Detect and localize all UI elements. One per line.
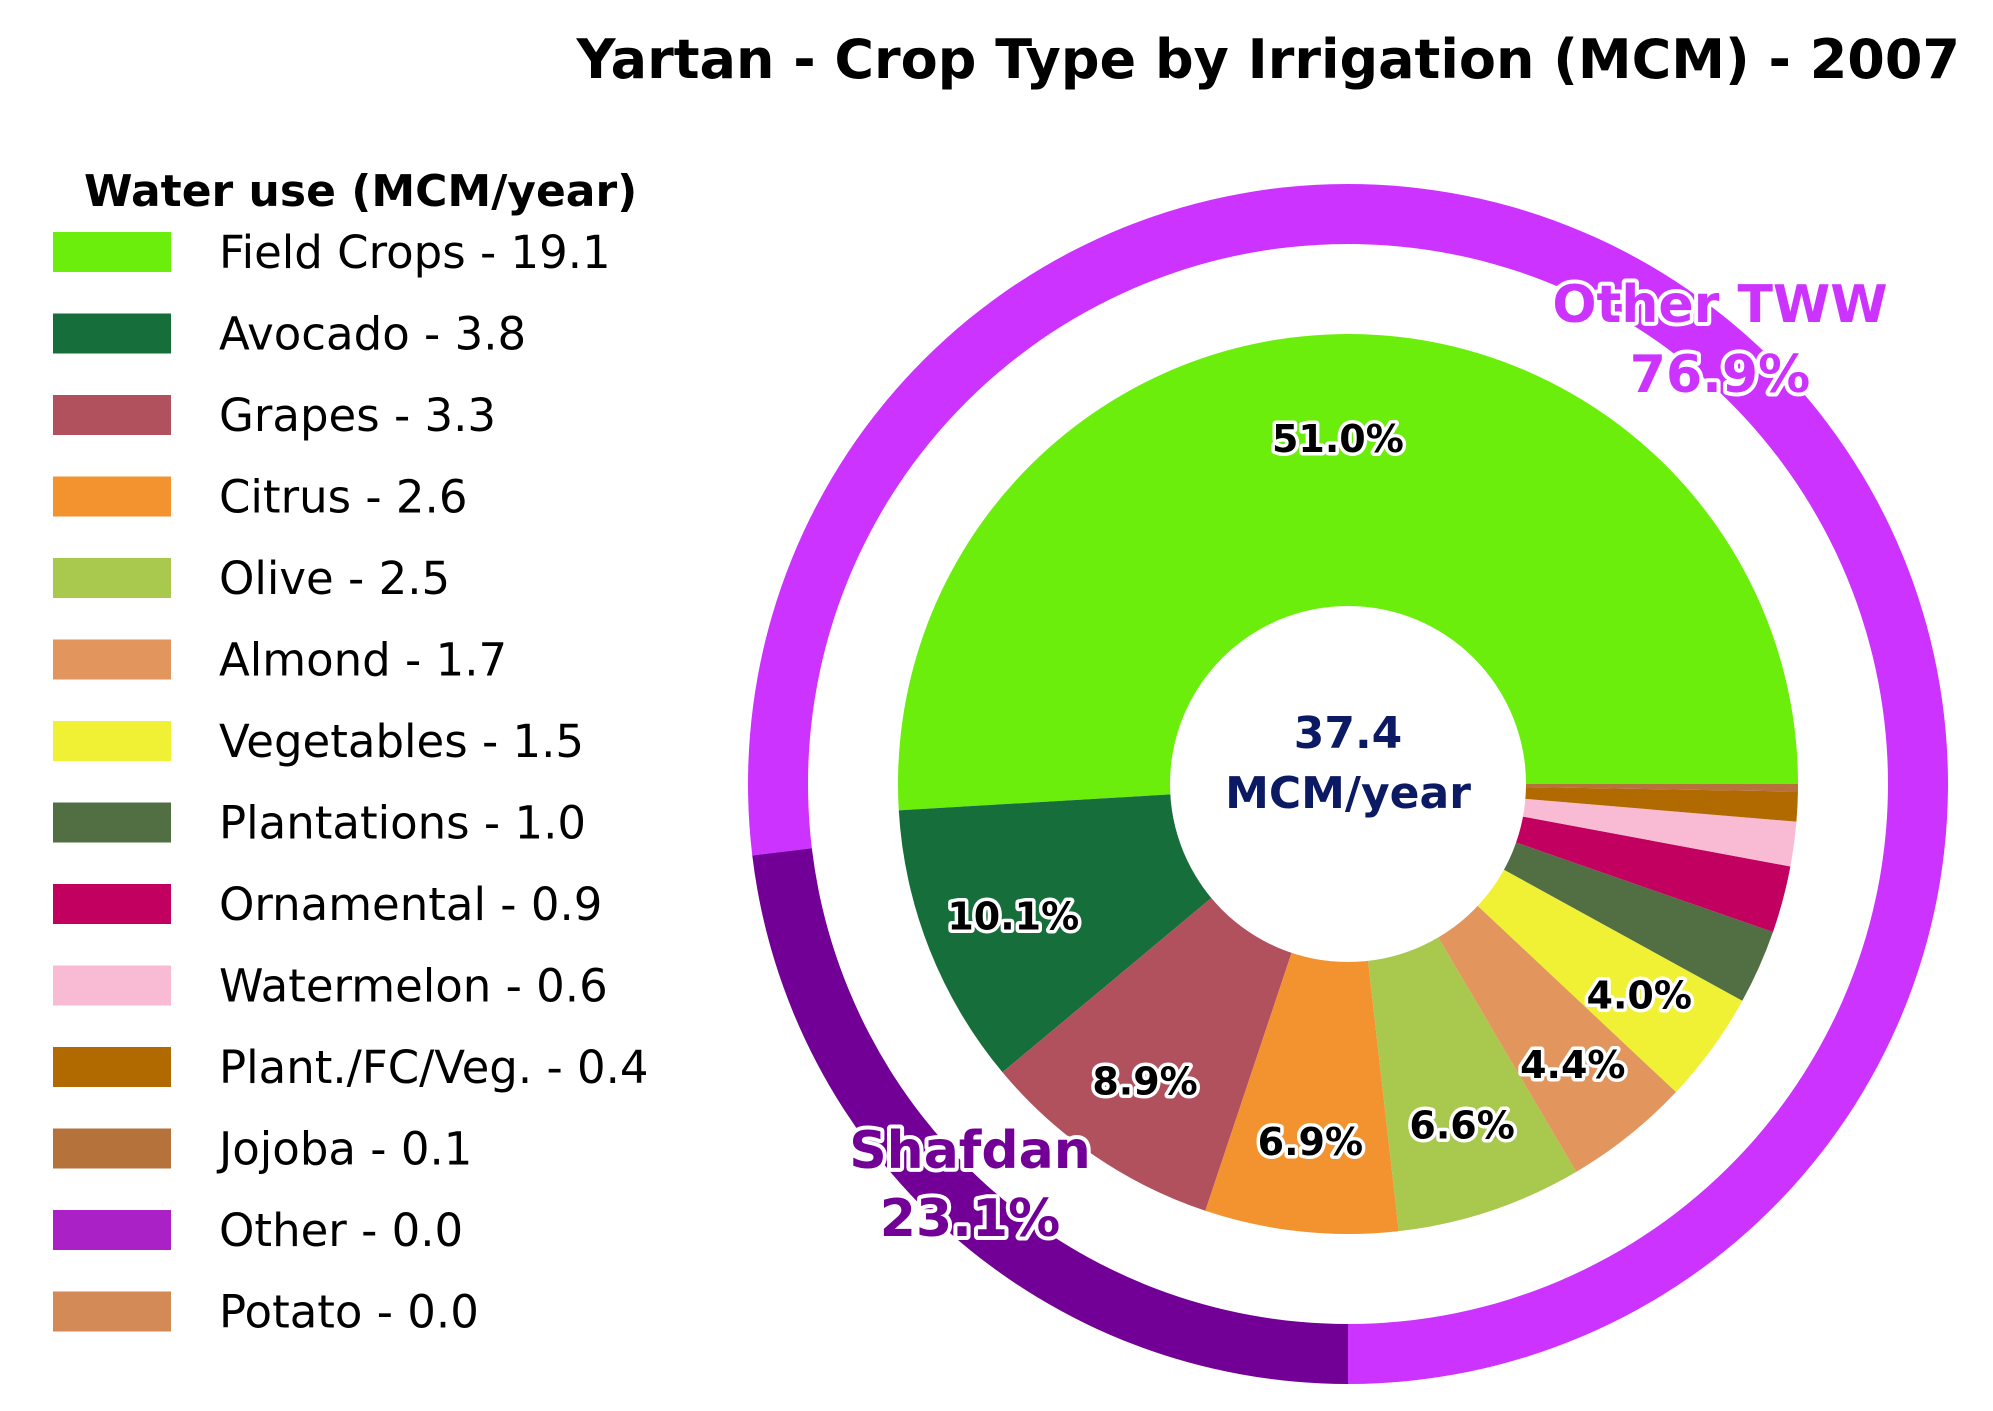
legend-title: Water use (MCM/year) [84, 166, 637, 217]
legend-swatch-vegetables [53, 721, 171, 761]
ring-label-other-tww-pct: 76.9% [1630, 345, 1810, 405]
legend-label-potato: Potato - 0.0 [219, 1286, 479, 1339]
legend-label-plant-fc-veg: Plant./FC/Veg. - 0.4 [219, 1041, 649, 1094]
legend-label-plantations: Plantations - 1.0 [219, 797, 586, 850]
ring-label-shafdan-name: Shafdan [849, 1121, 1091, 1181]
legend-label-jojoba: Jojoba - 0.1 [216, 1123, 472, 1176]
legend-item-ornamental: Ornamental - 0.9 [53, 878, 602, 931]
legend-item-field-crops: Field Crops - 19.1 [53, 226, 611, 279]
legend: Field Crops - 19.1 Avocado - 3.8 Grapes - … [53, 226, 649, 1339]
legend-item-vegetables: Vegetables - 1.5 [53, 715, 584, 768]
legend-swatch-olive [53, 558, 171, 598]
legend-swatch-avocado [53, 313, 171, 354]
legend-item-plantations: Plantations - 1.0 [53, 797, 586, 850]
pct-label-avocado: 10.1% [947, 895, 1079, 939]
legend-swatch-jojoba [53, 1128, 171, 1169]
legend-swatch-watermelon [53, 965, 171, 1006]
legend-item-watermelon: Watermelon - 0.6 [53, 960, 608, 1013]
center-hole [1170, 606, 1526, 962]
legend-item-potato: Potato - 0.0 [53, 1286, 479, 1339]
pct-label-grapes: 8.9% [1092, 1059, 1197, 1103]
ring-segment-shafdan [752, 848, 1348, 1384]
legend-label-citrus: Citrus - 2.6 [219, 471, 467, 524]
ring-label-other-tww-name: Other TWW [1552, 275, 1887, 335]
legend-item-plant-fc-veg: Plant./FC/Veg. - 0.4 [53, 1041, 649, 1094]
legend-swatch-ornamental [53, 884, 171, 924]
legend-label-other: Other - 0.0 [219, 1204, 463, 1257]
chart-title: Yartan - Crop Type by Irrigation (MCM) -… [576, 28, 1961, 91]
ring-labels: Other TWW 76.9% Shafdan 23.1% [845, 271, 1891, 1253]
legend-swatch-citrus [53, 476, 171, 517]
legend-swatch-field-crops [53, 232, 171, 272]
outer-ring [747, 183, 1948, 1385]
pct-label-field-crops: 51.0% [1272, 417, 1404, 461]
center-total-unit: MCM/year [1225, 768, 1471, 819]
legend-item-jojoba: Jojoba - 0.1 [53, 1123, 472, 1176]
legend-label-vegetables: Vegetables - 1.5 [219, 715, 584, 768]
legend-swatch-potato [53, 1291, 171, 1332]
pct-label-vegetables: 4.0% [1587, 974, 1692, 1018]
legend-label-almond: Almond - 1.7 [219, 634, 507, 687]
legend-item-olive: Olive - 2.5 [53, 552, 450, 605]
legend-swatch-other [53, 1210, 171, 1250]
pct-label-almond: 4.4% [1520, 1043, 1625, 1087]
legend-item-citrus: Citrus - 2.6 [53, 471, 467, 524]
legend-swatch-plantations [53, 802, 171, 843]
ring-label-shafdan-pct: 23.1% [880, 1189, 1060, 1249]
legend-swatch-grapes [53, 395, 171, 435]
percentage-labels: 51.0% 10.1% 8.9% 6.9% 6.6%4.4% 4.0% [944, 414, 1696, 1168]
legend-label-watermelon: Watermelon - 0.6 [219, 960, 608, 1013]
legend-label-ornamental: Ornamental - 0.9 [219, 878, 602, 931]
legend-swatch-almond [53, 639, 171, 680]
legend-item-grapes: Grapes - 3.3 [53, 389, 496, 442]
legend-item-other: Other - 0.0 [53, 1204, 463, 1257]
legend-label-olive: Olive - 2.5 [219, 552, 450, 605]
legend-label-avocado: Avocado - 3.8 [219, 308, 526, 361]
pie-slice-field-crops [898, 334, 1798, 811]
legend-item-almond: Almond - 1.7 [53, 634, 507, 687]
legend-label-grapes: Grapes - 3.3 [219, 389, 496, 442]
legend-item-avocado: Avocado - 3.8 [53, 308, 526, 361]
pct-label-citrus: 6.9% [1258, 1120, 1363, 1164]
legend-label-field-crops: Field Crops - 19.1 [219, 226, 611, 279]
center-total-value: 37.4 [1294, 708, 1403, 759]
legend-swatch-plant-fc-veg [53, 1047, 171, 1087]
pct-label-olive: 6.6% [1409, 1103, 1514, 1147]
